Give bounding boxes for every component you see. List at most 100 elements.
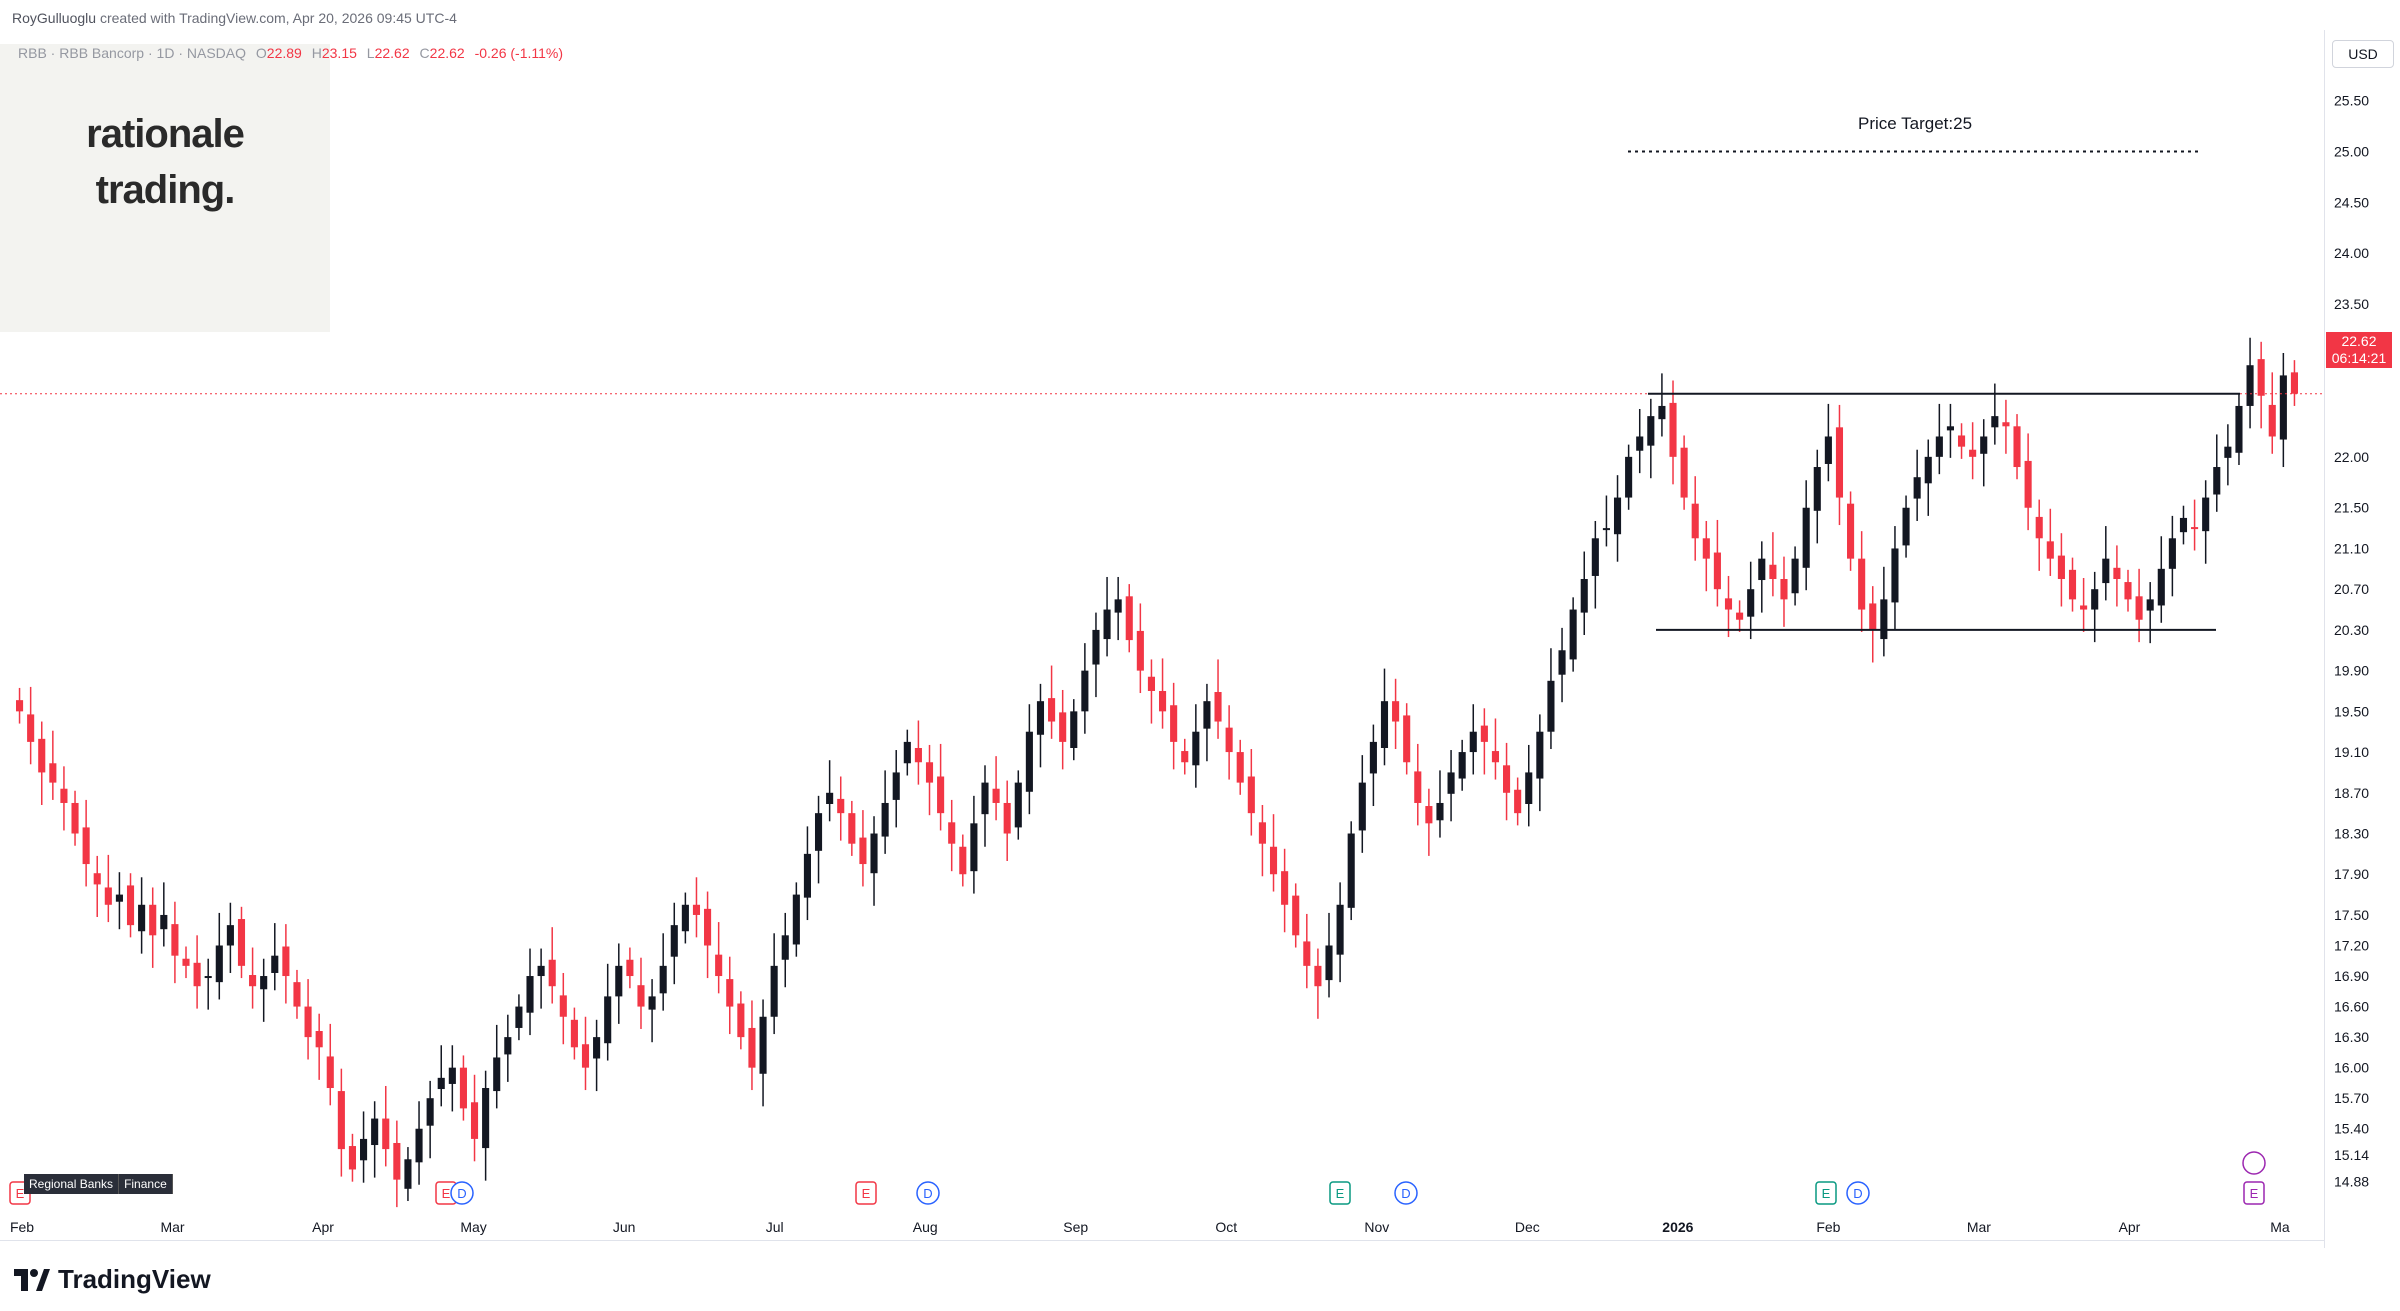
candle [2024,433,2032,531]
candle [1447,750,1455,822]
candle-body [570,1019,578,1048]
candle-body [1613,497,1622,535]
candle-body [1036,701,1045,735]
candle [1802,480,1810,591]
candle-body [2290,372,2299,394]
candle [2124,569,2132,612]
price-target-label[interactable]: Price Target:25 [1858,114,1973,133]
candle-body [2146,599,2154,611]
candle [1203,683,1211,762]
candle-body [1636,436,1644,451]
close-label: C [419,45,430,61]
candle-body [1158,690,1167,712]
candle-body [1225,727,1233,753]
candle [937,743,945,831]
candle [1957,423,1966,459]
candle [1236,739,1244,795]
candle [2235,393,2243,465]
event-letter: E [2250,1186,2259,1201]
candle [1514,777,1522,826]
candle [1647,398,1655,479]
candle-body [126,885,135,926]
price-axis-label: 24.00 [2334,245,2369,261]
event-letter: D [1853,1186,1862,1201]
dividend-badge [450,1181,474,1205]
currency-selector[interactable]: USD [2332,40,2394,68]
candle-body [1702,538,1710,559]
candle-body [2135,596,2143,620]
candle-body [1458,752,1466,779]
candle [570,1007,578,1060]
candle-body [626,959,634,977]
candle-body [204,976,212,979]
candle [1014,770,1022,840]
candle-body [548,959,556,987]
earnings-badge [1329,1181,1351,1205]
candle-body [60,788,68,803]
candle-body [1946,426,1954,431]
candle [293,969,301,1019]
candle [27,686,35,765]
tag-industry[interactable]: Regional Banks [24,1174,120,1194]
candle-body [2257,359,2265,396]
dividend-marker: D [450,1181,474,1205]
time-axis-divider [0,1240,2324,1241]
candle [1525,744,1533,827]
candle-body [1436,802,1444,821]
candle-body [2279,375,2287,440]
candle-body [1658,405,1666,420]
candle [1625,444,1633,510]
candle-body [1924,456,1932,484]
candle [726,956,734,1035]
candle [759,999,767,1107]
candle-body [2080,605,2088,610]
candle-body [448,1067,456,1084]
candle [1991,383,1999,445]
candle-body [1791,558,1799,594]
symbol-legend[interactable]: RBB · RBB Bancorp · 1D · NASDAQ O22.89 H… [18,45,564,61]
candle-body [1125,596,1133,641]
candle-body [1647,416,1655,446]
time-axis-label: Aug [913,1219,938,1235]
candle [1835,404,1844,526]
event-letter: E [862,1186,871,1201]
candle [271,923,279,991]
candle [149,887,157,968]
candle [1824,403,1832,482]
price-axis-label: 20.70 [2334,581,2369,597]
open-value: 22.89 [266,45,302,61]
candle-body [249,975,257,987]
candle [1081,643,1089,734]
candle-body [1591,538,1599,576]
candle-body [1969,449,1977,457]
candle [38,721,46,806]
candle-body [948,822,956,844]
tag-sector[interactable]: Finance [119,1174,173,1194]
candle [2179,505,2188,545]
candle [1314,948,1322,1019]
candle-body [293,982,301,1007]
price-axis-label: 21.50 [2334,500,2369,516]
candle [360,1111,368,1183]
candle-body [737,1003,745,1038]
candle-body [1048,698,1056,722]
candle [770,933,778,1035]
candle [1780,556,1788,627]
candle-body [781,935,789,960]
price-axis: 25.5025.0024.5024.0023.5023.0022.0021.50… [2334,93,2369,1190]
candle [1048,665,1056,739]
candle-body [1203,701,1211,729]
time-axis-label: Ma [2270,1219,2290,1235]
candle-body [759,1016,767,1074]
candle [1325,912,1333,998]
candle-body [1414,771,1422,803]
candle [637,957,645,1029]
candle-body [881,802,889,837]
dividend-badge [916,1181,940,1205]
candle [1613,475,1622,562]
candle-body [2002,422,2010,427]
candle [126,873,135,938]
candle-body [371,1118,379,1146]
candle-body [537,965,545,977]
